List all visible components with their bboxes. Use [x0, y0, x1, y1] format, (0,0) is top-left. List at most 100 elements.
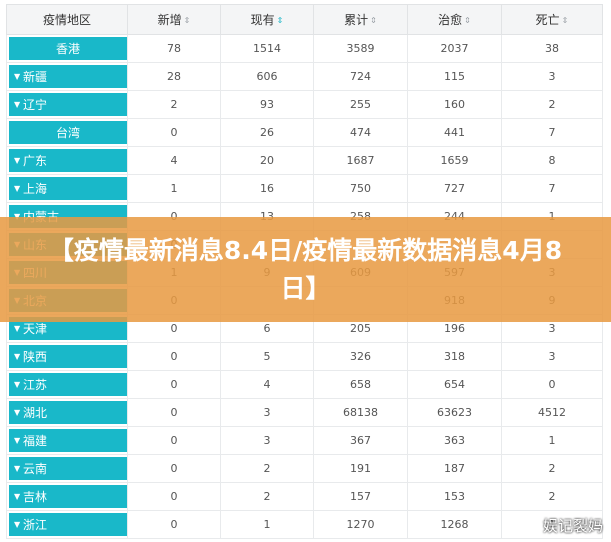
- cell-dead: 2: [501, 482, 603, 511]
- column-header-label: 新增: [157, 13, 182, 27]
- cell-cured: 363: [407, 426, 502, 455]
- region-button[interactable]: ▼ 浙江: [9, 513, 127, 536]
- region-button[interactable]: ▼ 广东: [9, 149, 127, 172]
- expand-caret-icon[interactable]: ▼: [14, 520, 21, 529]
- sort-icon[interactable]: ⇕: [561, 16, 569, 25]
- table-row[interactable]: ▼ 广东 4 20 1687 1659 8: [6, 146, 603, 175]
- region-button[interactable]: ▼ 吉林: [9, 485, 127, 508]
- cell-cured: 1268: [407, 510, 502, 539]
- region-button[interactable]: ▼ 新疆: [9, 65, 127, 88]
- cell-total: 750: [313, 174, 408, 203]
- expand-caret-icon[interactable]: ▼: [14, 408, 21, 417]
- sort-icon[interactable]: ⇕: [464, 16, 471, 25]
- table-row[interactable]: ▼ 新疆 28 606 724 115 3: [6, 62, 603, 91]
- expand-caret-icon[interactable]: ▼: [14, 184, 21, 193]
- region-button[interactable]: 香港: [9, 37, 127, 60]
- cell-new: 0: [127, 426, 221, 455]
- table-row[interactable]: ▼ 浙江 0 1 1270 1268 1: [6, 510, 603, 539]
- cell-dead: 1: [501, 510, 603, 539]
- region-button[interactable]: ▼ 陕西: [9, 345, 127, 368]
- cell-total: 3589: [313, 34, 408, 63]
- column-header-cured[interactable]: 治愈 ⇕: [407, 4, 502, 35]
- cell-dead: 8: [501, 146, 603, 175]
- table-row[interactable]: ▼ 上海 1 16 750 727 7: [6, 174, 603, 203]
- table-row[interactable]: ▼ 福建 0 3 367 363 1: [6, 426, 603, 455]
- sort-icon[interactable]: ⇕: [276, 16, 284, 25]
- cell-current: 20: [220, 146, 314, 175]
- cell-dead: 3: [501, 62, 603, 91]
- region-button[interactable]: ▼ 江苏: [9, 373, 127, 396]
- cell-current: 3: [220, 398, 314, 427]
- region-button[interactable]: ▼ 天津: [9, 317, 127, 340]
- region-cell: ▼ 上海: [6, 174, 128, 203]
- column-header-current[interactable]: 现有 ⇕: [220, 4, 314, 35]
- expand-caret-icon[interactable]: ▼: [14, 464, 21, 473]
- region-button[interactable]: ▼ 云南: [9, 457, 127, 480]
- table-row[interactable]: ▼ 云南 0 2 191 187 2: [6, 454, 603, 483]
- cell-dead: 2: [501, 90, 603, 119]
- expand-caret-icon[interactable]: ▼: [14, 324, 21, 333]
- cell-cured: 115: [407, 62, 502, 91]
- cell-new: 0: [127, 510, 221, 539]
- cell-dead: 2: [501, 454, 603, 483]
- table-row: 香港 78 1514 3589 2037 38: [6, 34, 603, 63]
- cell-total: 191: [313, 454, 408, 483]
- expand-caret-icon[interactable]: ▼: [14, 212, 20, 221]
- expand-caret-icon[interactable]: ▼: [14, 156, 21, 165]
- cell-new: 4: [127, 146, 221, 175]
- table-header-row: 疫情地区 新增 ⇕ 现有 ⇕ 累计 ⇕ 治愈 ⇕ 死亡 ⇕: [6, 4, 603, 35]
- expand-caret-icon[interactable]: ▼: [14, 352, 21, 361]
- cell-new: 0: [127, 342, 221, 371]
- cell-new: 28: [127, 62, 221, 91]
- column-header-total[interactable]: 累计 ⇕: [313, 4, 408, 35]
- cell-total: 367: [313, 426, 408, 455]
- region-cell: ▼ 辽宁: [6, 90, 128, 119]
- cell-current: 2: [220, 482, 314, 511]
- cell-current: 93: [220, 90, 314, 119]
- cell-dead: 0: [501, 370, 603, 399]
- cell-dead: 3: [501, 342, 603, 371]
- table-row[interactable]: ▼ 辽宁 2 93 255 160 2: [6, 90, 603, 119]
- watermark: 娱记裂妈: [542, 517, 603, 535]
- region-button[interactable]: ▼ 辽宁: [9, 93, 127, 116]
- expand-caret-icon[interactable]: ▼: [14, 492, 21, 501]
- region-name: 吉林: [23, 490, 48, 504]
- region-cell: ▼ 新疆: [6, 62, 128, 91]
- region-button[interactable]: 台湾: [9, 121, 127, 144]
- column-header-label: 疫情地区: [42, 13, 91, 27]
- column-header-label: 死亡: [535, 13, 560, 27]
- region-cell: ▼ 陕西: [6, 342, 128, 371]
- cell-total: 1687: [313, 146, 408, 175]
- table-row[interactable]: ▼ 湖北 0 3 68138 63623 4512: [6, 398, 603, 427]
- region-name: 陕西: [23, 350, 48, 364]
- region-button[interactable]: ▼ 福建: [9, 429, 127, 452]
- table-row: 台湾 0 26 474 441 7: [6, 118, 603, 147]
- column-header-new[interactable]: 新增 ⇕: [127, 4, 221, 35]
- cell-cured: 63623: [407, 398, 502, 427]
- table-row[interactable]: ▼ 江苏 0 4 658 654 0: [6, 370, 603, 399]
- expand-caret-icon[interactable]: ▼: [14, 100, 21, 109]
- table-row[interactable]: ▼ 陕西 0 5 326 318 3: [6, 342, 603, 371]
- cell-new: 1: [127, 174, 221, 203]
- expand-caret-icon[interactable]: ▼: [14, 436, 21, 445]
- region-name: 辽宁: [23, 98, 48, 112]
- region-button[interactable]: ▼ 湖北: [9, 401, 127, 424]
- title-banner: 【疫情最新消息8.4日/疫情最新数据消息4月8日】: [0, 217, 611, 322]
- cell-total: 255: [313, 90, 408, 119]
- expand-caret-icon[interactable]: ▼: [14, 380, 21, 389]
- region-name: 新疆: [23, 70, 48, 84]
- column-header-dead[interactable]: 死亡 ⇕: [501, 4, 603, 35]
- cell-dead: 1: [501, 426, 603, 455]
- region-cell: ▼ 浙江: [6, 510, 128, 539]
- region-name: 台湾: [55, 126, 80, 140]
- region-button[interactable]: ▼ 上海: [9, 177, 127, 200]
- sort-icon[interactable]: ⇕: [370, 16, 377, 25]
- sort-icon[interactable]: ⇕: [183, 16, 191, 25]
- region-name: 广东: [23, 154, 48, 168]
- cell-dead: 7: [501, 174, 603, 203]
- column-header-label: 治愈: [438, 13, 463, 27]
- table-row[interactable]: ▼ 吉林 0 2 157 153 2: [6, 482, 603, 511]
- expand-caret-icon[interactable]: ▼: [14, 72, 21, 81]
- cell-cured: 441: [407, 118, 502, 147]
- column-header-region: 疫情地区: [6, 4, 128, 35]
